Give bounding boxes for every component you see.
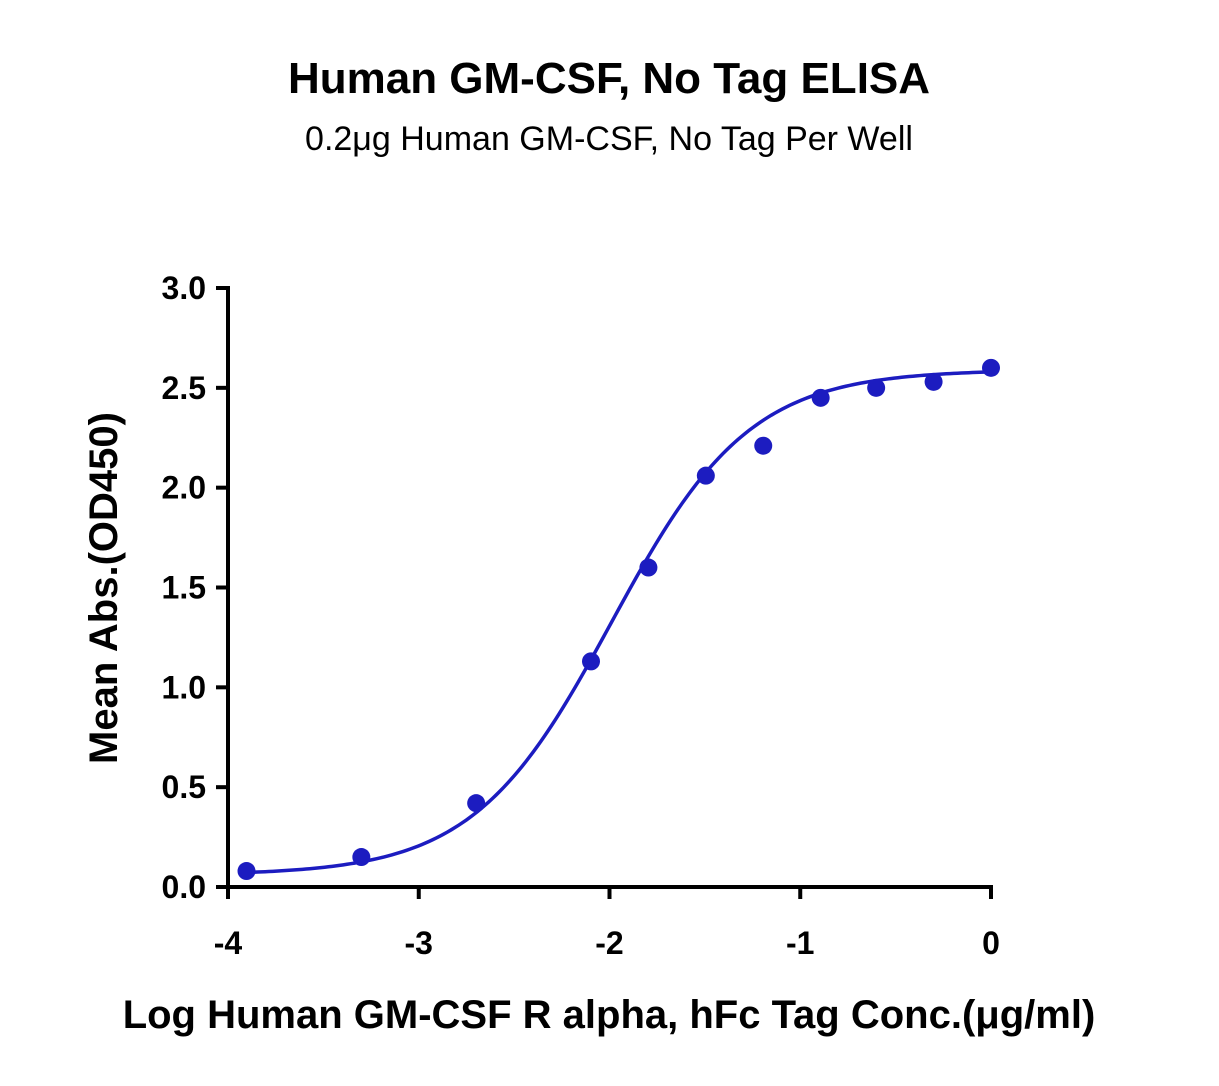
x-tick-label: -2	[595, 925, 623, 961]
y-tick-label: 1.5	[162, 570, 206, 606]
data-point	[581, 652, 600, 671]
y-tick-label: 2.0	[162, 470, 206, 506]
data-point	[867, 378, 886, 397]
data-point	[467, 794, 486, 813]
data-point	[924, 372, 943, 391]
fit-curve	[246, 370, 992, 875]
data-point	[237, 862, 256, 881]
x-tick-label: 0	[982, 925, 1000, 961]
y-tick-label: 3.0	[162, 270, 206, 306]
plot-area: 0.0 0.5 1.0 1.5 2.0 2.5 3.0 -4 -3 -2 -1 0	[162, 270, 1000, 961]
data-point	[352, 848, 371, 867]
x-tick-label: -3	[405, 925, 433, 961]
data-point	[982, 358, 1000, 377]
y-tick-label: 1.0	[162, 669, 206, 705]
chart-subtitle: 0.2μg Human GM-CSF, No Tag Per Well	[305, 120, 913, 158]
x-tick-label: -4	[214, 925, 243, 961]
data-point	[696, 466, 715, 485]
chart-title: Human GM-CSF, No Tag ELISA	[288, 54, 930, 103]
x-axis-title: Log Human GM-CSF R alpha, hFc Tag Conc.(…	[123, 993, 1096, 1037]
x-tick-label: -1	[786, 925, 814, 961]
y-tick-label: 0.5	[162, 769, 206, 805]
y-tick-label: 2.5	[162, 370, 206, 406]
y-tick-label: 0.0	[162, 869, 206, 905]
data-point	[754, 436, 773, 455]
y-axis-title: Mean Abs.(OD450)	[82, 412, 126, 764]
data-point	[811, 388, 830, 407]
data-point	[639, 558, 658, 577]
